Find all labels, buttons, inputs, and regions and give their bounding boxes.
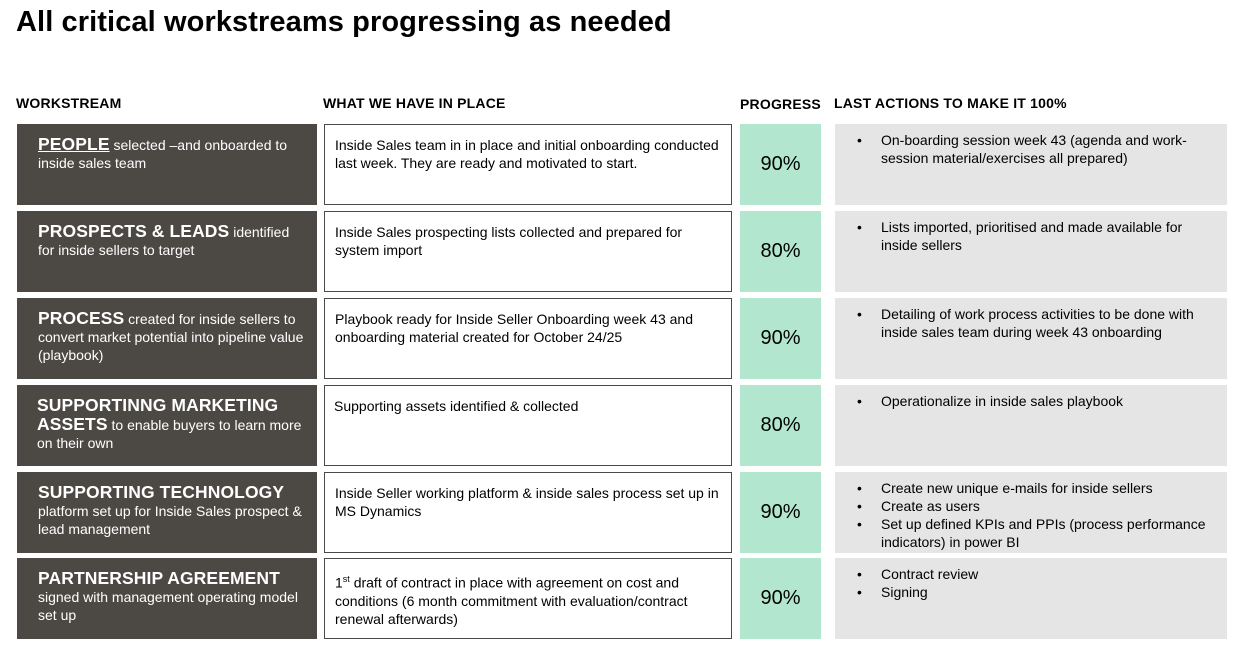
progress-cell: 90%	[740, 472, 821, 553]
action-item: Operationalize in inside sales playbook	[857, 392, 1217, 410]
last-actions-cell: Lists imported, prioritised and made ava…	[835, 211, 1227, 292]
workstream-description: identified for inside sellers to target	[38, 224, 290, 258]
workstream-row-partnership: PARTNERSHIP AGREEMENT signed with manage…	[0, 558, 1241, 640]
last-actions-cell: Detailing of work process activities to …	[835, 298, 1227, 379]
last-actions-cell: Create new unique e-mails for inside sel…	[835, 472, 1227, 553]
in-place-cell: Inside Seller working platform & inside …	[324, 472, 732, 553]
action-item: Contract review	[857, 565, 1217, 583]
workstream-description: to enable buyers to learn more on their …	[37, 417, 302, 451]
header-have-in-place: WHAT WE HAVE IN PLACE	[323, 95, 506, 111]
workstream-name: PROSPECTS & LEADS	[38, 221, 230, 241]
workstream-description: signed with management operating model s…	[38, 589, 298, 623]
workstream-description: platform set up for Inside Sales prospec…	[38, 503, 302, 537]
in-place-cell: Inside Sales prospecting lists collected…	[324, 211, 732, 292]
action-item: On-boarding session week 43 (agenda and …	[857, 131, 1217, 167]
in-place-ordinal: 1	[335, 574, 343, 591]
workstream-row-marketing-assets: SUPPORTINNG MARKETING ASSETS to enable b…	[0, 385, 1241, 467]
workstream-description: created for inside sellers to convert ma…	[38, 311, 304, 363]
in-place-cell: Supporting assets identified & collected	[324, 385, 732, 466]
progress-cell: 80%	[740, 385, 821, 466]
progress-cell: 90%	[740, 558, 821, 639]
workstream-row-people: PEOPLE selected –and onboarded to inside…	[0, 124, 1241, 206]
workstream-name: SUPPORTINNG MARKETING ASSETS	[37, 395, 279, 434]
workstream-row-technology: SUPPORTING TECHNOLOGY platform set up fo…	[0, 472, 1241, 554]
action-item: Create new unique e-mails for inside sel…	[857, 479, 1217, 497]
in-place-ordinal-suffix: st	[342, 574, 350, 584]
in-place-text: draft of contract in place with agreemen…	[335, 574, 688, 627]
workstream-row-process: PROCESS created for inside sellers to co…	[0, 298, 1241, 380]
last-actions-cell: On-boarding session week 43 (agenda and …	[835, 124, 1227, 205]
last-actions-cell: Operationalize in inside sales playbook	[835, 385, 1227, 466]
header-workstream: WORKSTREAM	[16, 95, 122, 111]
workstream-cell: PROCESS created for inside sellers to co…	[17, 298, 317, 379]
in-place-cell: Inside Sales team in in place and initia…	[324, 124, 732, 205]
workstream-cell: SUPPORTINNG MARKETING ASSETS to enable b…	[17, 385, 317, 466]
action-item: Lists imported, prioritised and made ava…	[857, 218, 1217, 254]
workstream-name: PROCESS	[38, 308, 125, 328]
action-item: Create as users	[857, 497, 1217, 515]
header-progress: PROGRESS	[740, 96, 821, 112]
header-last-actions: LAST ACTIONS TO MAKE IT 100%	[834, 95, 1067, 111]
last-actions-cell: Contract review Signing	[835, 558, 1227, 639]
progress-cell: 90%	[740, 124, 821, 205]
workstream-row-prospects: PROSPECTS & LEADS identified for inside …	[0, 211, 1241, 293]
in-place-cell: Playbook ready for Inside Seller Onboard…	[324, 298, 732, 379]
workstream-cell: PARTNERSHIP AGREEMENT signed with manage…	[17, 558, 317, 639]
workstream-cell: PROSPECTS & LEADS identified for inside …	[17, 211, 317, 292]
action-item: Signing	[857, 583, 1217, 601]
workstream-name: PEOPLE	[38, 134, 110, 154]
workstream-name: PARTNERSHIP AGREEMENT	[38, 568, 280, 588]
page-title: All critical workstreams progressing as …	[16, 6, 672, 38]
workstream-description: selected –and onboarded to inside sales …	[38, 137, 288, 171]
action-item: Set up defined KPIs and PPIs (process pe…	[857, 515, 1217, 551]
in-place-cell: 1st draft of contract in place with agre…	[324, 558, 732, 639]
workstream-name: SUPPORTING TECHNOLOGY	[38, 482, 285, 502]
action-item: Detailing of work process activities to …	[857, 305, 1217, 341]
progress-cell: 90%	[740, 298, 821, 379]
workstream-cell: SUPPORTING TECHNOLOGY platform set up fo…	[17, 472, 317, 553]
workstream-cell: PEOPLE selected –and onboarded to inside…	[17, 124, 317, 205]
progress-cell: 80%	[740, 211, 821, 292]
